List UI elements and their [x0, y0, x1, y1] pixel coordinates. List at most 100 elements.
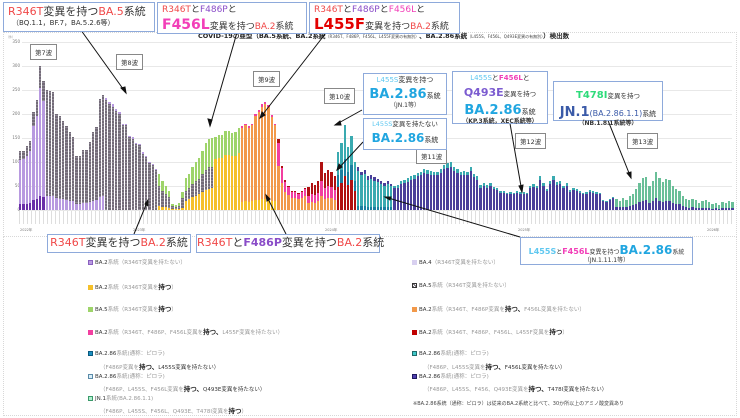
bar [621, 198, 625, 210]
bar [287, 186, 290, 210]
bar-segment [717, 208, 721, 210]
bar-segment [492, 186, 495, 190]
bar [711, 204, 714, 210]
bar-segment [386, 184, 389, 208]
bar-segment [390, 207, 393, 210]
bar-segment [221, 135, 224, 158]
bar [658, 178, 661, 210]
bar [476, 176, 479, 210]
bar-segment [370, 206, 373, 210]
bar [353, 162, 356, 210]
bar-segment [128, 135, 131, 138]
bar-segment [588, 191, 592, 210]
bar-segment [257, 110, 260, 113]
bar [144, 155, 148, 210]
bar-segment [340, 142, 343, 170]
bar-segment [178, 205, 181, 210]
bar-segment [499, 192, 502, 210]
bar-segment [75, 156, 78, 204]
bar [578, 190, 582, 210]
bar-segment [125, 125, 128, 210]
bar [615, 199, 618, 210]
bar-segment [22, 159, 25, 205]
bar-segment [539, 179, 542, 210]
bar-segment [25, 146, 28, 156]
bar [638, 183, 641, 210]
bar-segment [353, 190, 356, 210]
bar-segment [532, 184, 535, 187]
bar [439, 168, 442, 210]
bar-segment [85, 202, 88, 210]
bar [731, 202, 734, 210]
bar-segment [462, 170, 466, 175]
bar [426, 169, 429, 210]
bar-segment [343, 124, 346, 159]
bar [350, 135, 353, 210]
bar-segment [714, 203, 717, 209]
bar-segment [721, 208, 724, 210]
bar-segment [582, 192, 585, 195]
bar-segment [668, 201, 671, 210]
bar-segment [217, 135, 221, 158]
bar-segment [184, 191, 187, 201]
bar-segment [346, 171, 350, 185]
bar-segment [28, 203, 32, 210]
bar-segment [164, 193, 168, 208]
bar-segment [446, 162, 449, 168]
bar-segment [75, 203, 78, 210]
bar-segment [595, 191, 598, 194]
bar [602, 200, 605, 210]
bar-segment [214, 158, 217, 210]
bar-segment [134, 142, 138, 145]
bar-segment [423, 173, 426, 210]
bar-segment [323, 187, 327, 199]
bar-segment [373, 180, 376, 207]
bar-segment [303, 196, 307, 210]
bar-segment [22, 204, 25, 210]
bar-segment [101, 196, 105, 210]
bar [645, 177, 648, 210]
bar [105, 98, 108, 210]
bar-segment [250, 123, 254, 126]
bar [635, 188, 638, 210]
bar-segment [320, 181, 323, 196]
bar-segment [330, 186, 333, 199]
bar-segment [154, 169, 158, 171]
bar [416, 172, 419, 210]
bar [250, 123, 254, 210]
bar [148, 162, 151, 210]
bar [436, 171, 439, 210]
bar-segment [638, 201, 641, 210]
bar-segment [310, 193, 313, 202]
bar-segment [174, 209, 177, 210]
bar-segment [380, 207, 383, 210]
bar-segment [131, 137, 134, 139]
bar [187, 173, 191, 210]
bar [406, 178, 409, 210]
y-axis-unit: （件） [6, 35, 16, 39]
bar [121, 123, 124, 210]
bar-segment [641, 178, 645, 201]
bar-segment [267, 107, 270, 200]
bar [678, 190, 681, 210]
bar-segment [552, 179, 555, 210]
wave-label-10: 第10波 [324, 88, 356, 104]
bar [221, 135, 224, 210]
bar-segment [456, 172, 459, 210]
bar-segment [277, 142, 280, 166]
bar-segment [535, 188, 539, 210]
bar [588, 189, 592, 210]
bar-segment [264, 199, 267, 210]
bar-segment [32, 126, 35, 201]
bar-segment [197, 158, 201, 179]
bar-segment [164, 186, 168, 194]
callout-ba286-q493e: L455SとF456Lと Q493E変異を持つ BA.2.86系統 （KP.3系… [452, 71, 548, 125]
bar-segment [98, 98, 101, 197]
bar [224, 130, 227, 210]
bar-segment [509, 191, 512, 194]
bar-segment [499, 190, 502, 193]
bar [234, 132, 237, 210]
bar [724, 203, 727, 210]
bar-segment [320, 162, 323, 182]
footnote: ※BA.2.86系統（通称：ピロラ）は従来のBA.2系統と比べて、30か所以上の… [413, 401, 625, 407]
